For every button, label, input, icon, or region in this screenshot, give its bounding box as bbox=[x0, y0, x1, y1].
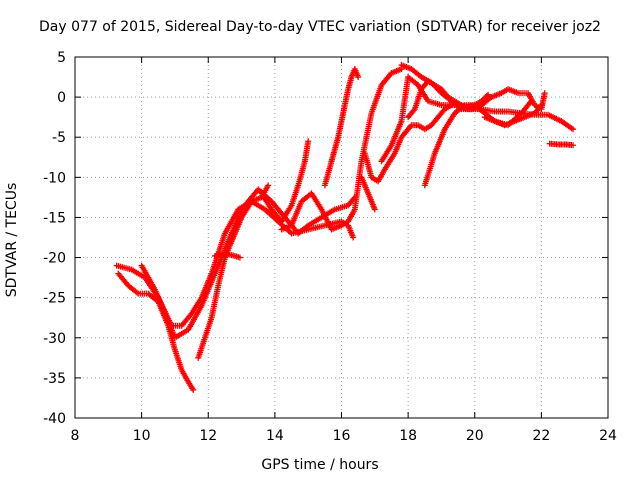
series-s5 bbox=[211, 250, 243, 261]
y-tick-label: -25 bbox=[43, 291, 66, 307]
series-s4 bbox=[195, 182, 272, 361]
x-tick-label: 18 bbox=[399, 428, 417, 444]
data-point bbox=[485, 91, 492, 98]
x-tick-label: 8 bbox=[71, 428, 80, 444]
y-axis-label: SDTVAR / TECUs bbox=[4, 182, 20, 298]
data-point bbox=[371, 206, 378, 213]
series-s6 bbox=[258, 138, 312, 225]
data-point bbox=[190, 386, 197, 393]
data-point bbox=[305, 138, 312, 145]
x-tick-label: 20 bbox=[466, 428, 484, 444]
data-point bbox=[528, 98, 535, 105]
series-s9 bbox=[358, 174, 378, 213]
data-point bbox=[355, 74, 362, 81]
y-tick-label: -35 bbox=[43, 371, 66, 387]
x-axis-label: GPS time / hours bbox=[261, 457, 379, 473]
series-s15 bbox=[481, 102, 545, 129]
y-tick-label: -5 bbox=[52, 130, 66, 146]
data-point bbox=[236, 254, 243, 261]
y-tick-label: -40 bbox=[43, 411, 66, 427]
data-point bbox=[541, 90, 548, 97]
y-tick-label: 0 bbox=[57, 90, 66, 106]
series-s16 bbox=[546, 140, 577, 149]
data-point bbox=[570, 142, 577, 149]
y-tick-label: -20 bbox=[43, 251, 66, 267]
data-point bbox=[410, 107, 417, 114]
axis-ticks: 8 10 12 14 16 18 20 22 24 -40 -35 -30 -25 -20 -15 -10 -5… bbox=[43, 50, 617, 444]
x-tick-label: 24 bbox=[599, 428, 617, 444]
data-point bbox=[537, 103, 544, 110]
series-s14 bbox=[405, 78, 492, 121]
x-tick-label: 22 bbox=[532, 428, 550, 444]
data-point bbox=[570, 126, 577, 133]
x-tick-label: 14 bbox=[266, 428, 284, 444]
x-tick-label: 12 bbox=[199, 428, 217, 444]
series-s8 bbox=[321, 66, 362, 189]
y-axis-label-wrap: SDTVAR / TECUs bbox=[0, 0, 24, 480]
data-point bbox=[350, 234, 357, 241]
y-tick-label: -30 bbox=[43, 331, 66, 347]
y-tick-label: -15 bbox=[43, 210, 66, 226]
y-tick-label: -10 bbox=[43, 170, 66, 186]
x-tick-label: 10 bbox=[133, 428, 151, 444]
y-tick-label: 5 bbox=[57, 50, 66, 66]
data-point bbox=[483, 92, 490, 99]
grid-lines bbox=[75, 57, 608, 418]
data-point bbox=[538, 102, 545, 109]
x-tick-label: 16 bbox=[333, 428, 351, 444]
series-s3 bbox=[138, 186, 358, 341]
series-s10 bbox=[361, 102, 455, 185]
chart-title: Day 077 of 2015, Sidereal Day-to-day VTE… bbox=[39, 19, 601, 35]
data-points bbox=[113, 62, 577, 393]
data-point bbox=[265, 182, 272, 189]
series-s7 bbox=[278, 66, 405, 233]
